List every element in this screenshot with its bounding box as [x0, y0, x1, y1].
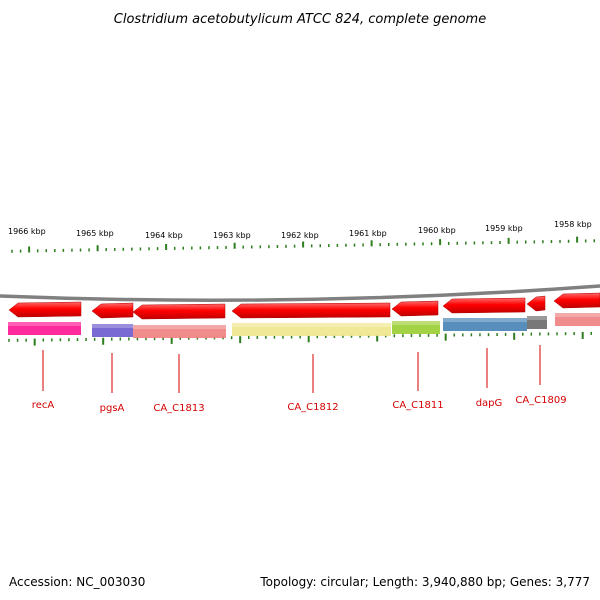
gene-bar-partial — [555, 313, 600, 326]
gene-arrow-ca-c1811 — [391, 300, 439, 317]
scale-label-1961-kbp: 1961 kbp — [349, 229, 387, 238]
gene-bar-ca-c1812 — [232, 323, 391, 336]
scale-label-1960-kbp: 1960 kbp — [418, 226, 456, 235]
gene-arrow-ca-c1813 — [132, 303, 226, 320]
scale-ticks — [11, 236, 595, 253]
gene-label-dapg: dapG — [476, 398, 503, 409]
gene-bar-highlight — [443, 318, 527, 322]
gene-arrow-ca-c1809 — [526, 295, 546, 312]
scale-label-1962-kbp: 1962 kbp — [281, 231, 319, 240]
gene-bar-highlight — [8, 322, 81, 326]
gene-bar-highlight — [392, 321, 440, 325]
gene-label-ca-c1812: CA_C1812 — [287, 402, 338, 413]
gene-bar-highlight — [555, 313, 600, 317]
scale-label-1958-kbp: 1958 kbp — [554, 220, 592, 229]
gene-label-ca-c1811: CA_C1811 — [392, 400, 443, 411]
gene-label-ca-c1813: CA_C1813 — [153, 403, 204, 414]
gene-bar-ca-c1811 — [392, 321, 440, 334]
gene-bar-ca-c1809 — [527, 316, 547, 329]
inner-ticks — [8, 331, 592, 346]
gene-bar-highlight — [133, 325, 226, 329]
gene-arrow-ca-c1812 — [231, 302, 391, 319]
scale-label-1965-kbp: 1965 kbp — [76, 229, 114, 238]
gene-arrows — [8, 292, 600, 320]
accession-text: Accession: NC_003030 — [9, 575, 145, 589]
gene-bar-highlight — [232, 323, 391, 327]
gene-arrow-dapg — [442, 297, 526, 314]
map-title: Clostridium acetobutylicum ATCC 824, com… — [114, 12, 486, 27]
gene-bar-pgsa — [92, 324, 133, 337]
summary-text: Topology: circular; Length: 3,940,880 bp… — [259, 575, 590, 589]
genome-backbone — [0, 284, 600, 302]
scale-label-1959-kbp: 1959 kbp — [485, 224, 523, 233]
scale-label-1963-kbp: 1963 kbp — [213, 231, 251, 240]
scale-labels: 1966 kbp 1965 kbp 1964 kbp 1963 kbp 1962 kbp… — [8, 220, 592, 240]
gene-bars — [8, 313, 600, 338]
gene-bar-reca — [8, 322, 81, 335]
gene-labels: recA pgsA CA_C1813 CA_C1812 CA_C1811 dapG CA_C… — [32, 395, 567, 414]
gene-label-ca-c1809: CA_C1809 — [515, 395, 566, 406]
gene-leaders — [42, 345, 541, 393]
scale-label-1966-kbp: 1966 kbp — [8, 227, 46, 236]
gene-arrow-partial — [553, 292, 600, 309]
gene-arrow-reca — [8, 301, 82, 318]
gene-bar-highlight — [527, 316, 547, 320]
gene-bar-highlight — [92, 324, 133, 328]
gene-bar-dapg — [443, 318, 527, 331]
gene-arrow-pgsa — [91, 302, 134, 319]
gene-label-reca: recA — [32, 400, 55, 411]
scale-label-1964-kbp: 1964 kbp — [145, 231, 183, 240]
gene-label-pgsa: pgsA — [100, 403, 125, 414]
gene-bar-ca-c1813 — [133, 325, 226, 338]
